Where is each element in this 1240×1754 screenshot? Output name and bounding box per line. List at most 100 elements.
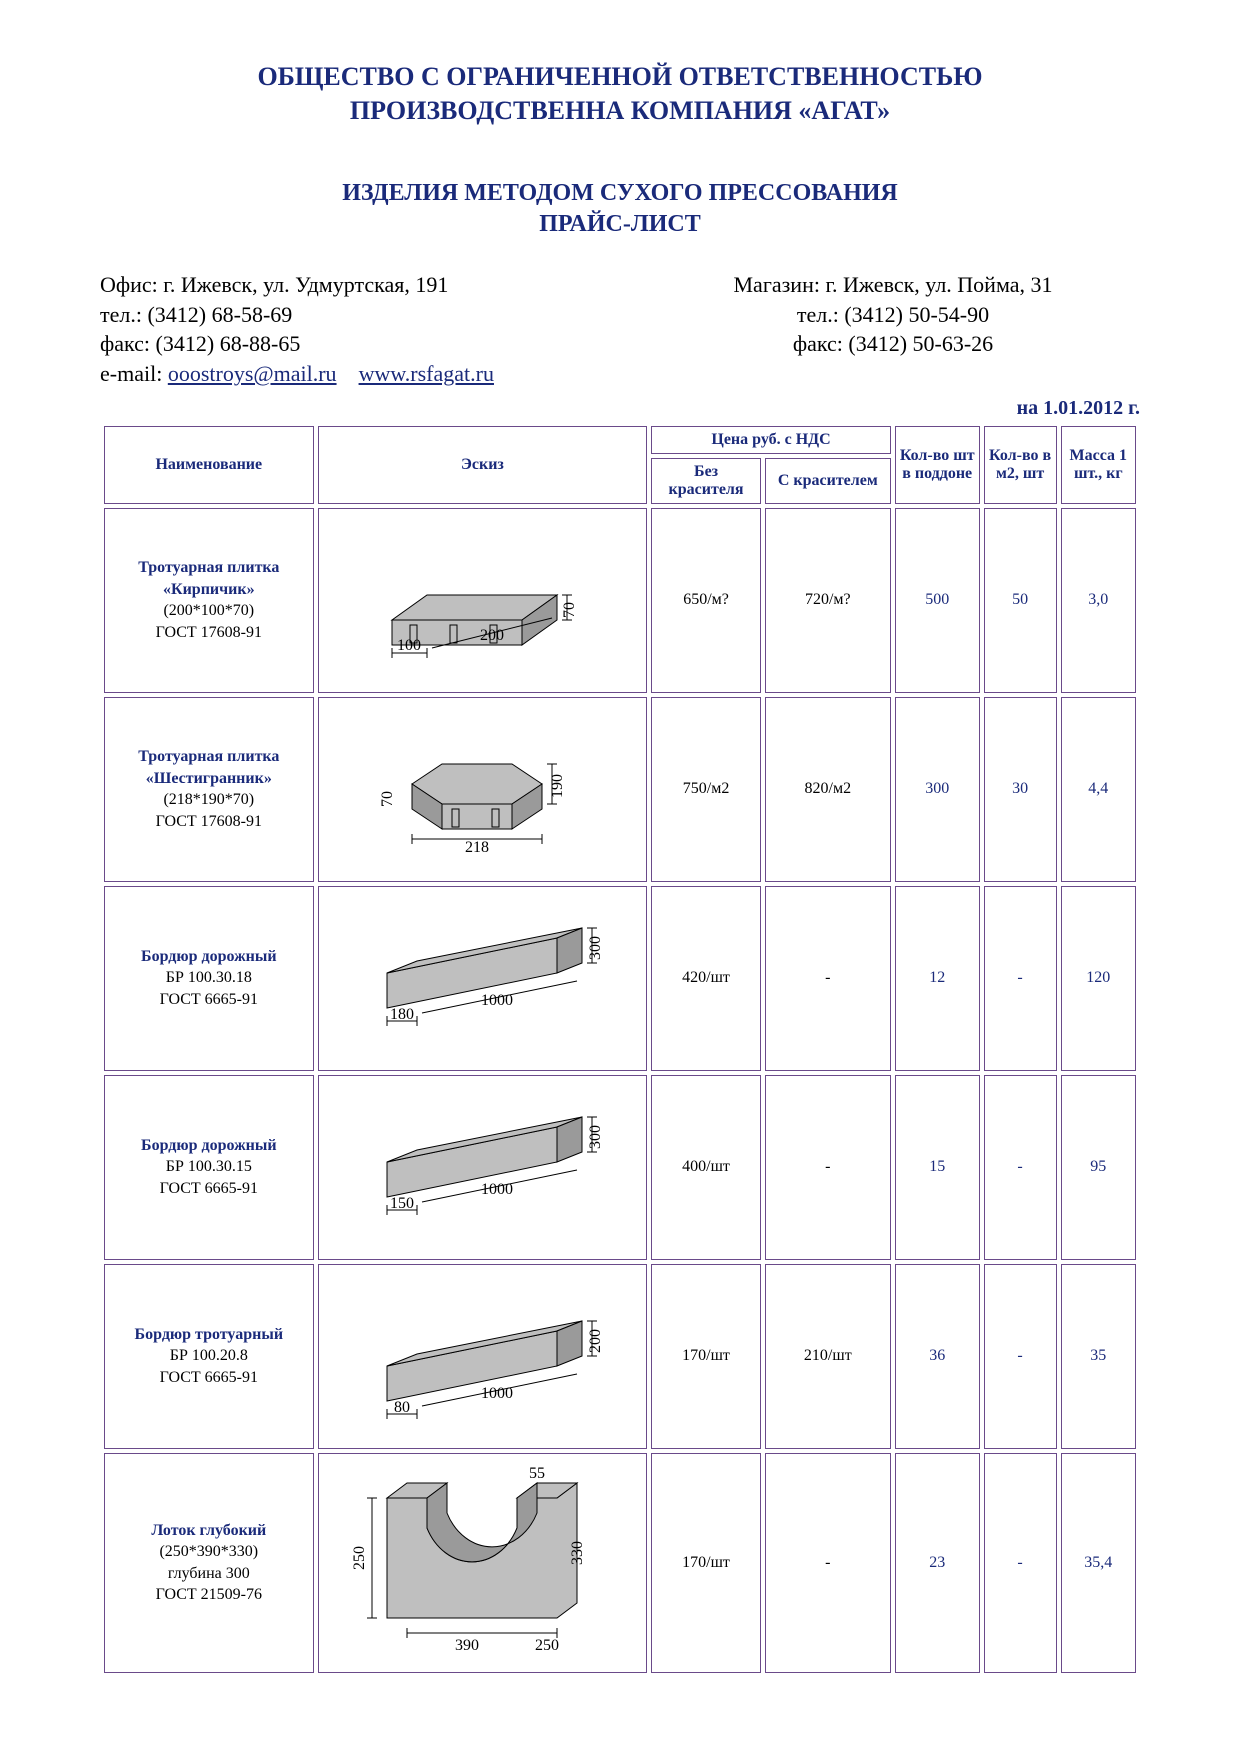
svg-text:1000: 1000 xyxy=(481,1385,513,1402)
cell-qty-pallet: 15 xyxy=(895,1075,980,1260)
cell-qty-pallet: 12 xyxy=(895,886,980,1071)
svg-text:180: 180 xyxy=(390,1006,414,1023)
page: ОБЩЕСТВО С ОГРАНИЧЕННОЙ ОТВЕТСТВЕННОСТЬЮ… xyxy=(0,0,1240,1737)
cell-name: Тротуарная плитка «Кирпичик» (200*100*70… xyxy=(104,508,314,693)
table-row: Бордюр дорожный БР 100.30.18ГОСТ 6665-91… xyxy=(104,886,1136,1071)
product-name: Тротуарная плитка «Кирпичик» xyxy=(138,559,279,598)
cell-qty-m2: - xyxy=(984,1264,1057,1449)
cell-price-no-dye: 170/шт xyxy=(651,1264,761,1449)
th-qty-pallet: Кол-во шт в поддоне xyxy=(895,426,980,504)
cell-price-with-dye: - xyxy=(765,1075,891,1260)
svg-text:390: 390 xyxy=(455,1637,479,1654)
cell-sketch: 80 1000 200 xyxy=(318,1264,648,1449)
cell-mass: 35 xyxy=(1061,1264,1136,1449)
shop-addr: Магазин: г. Ижевск, ул. Пойма, 31 xyxy=(646,270,1140,300)
cell-sketch: 100 200 70 xyxy=(318,508,648,693)
svg-text:1000: 1000 xyxy=(481,992,513,1009)
cell-price-with-dye: 210/шт xyxy=(765,1264,891,1449)
shop-tel: тел.: (3412) 50-54-90 xyxy=(646,300,1140,330)
doc-title: ИЗДЕЛИЯ МЕТОДОМ СУХОГО ПРЕССОВАНИЯ ПРАЙС… xyxy=(100,178,1140,240)
cell-qty-pallet: 500 xyxy=(895,508,980,693)
price-table: Наименование Эскиз Цена руб. с НДС Кол-в… xyxy=(100,422,1140,1677)
svg-text:250: 250 xyxy=(535,1637,559,1654)
cell-qty-m2: - xyxy=(984,1453,1057,1673)
cell-mass: 120 xyxy=(1061,886,1136,1071)
cell-price-with-dye: - xyxy=(765,1453,891,1673)
table-row: Тротуарная плитка «Кирпичик» (200*100*70… xyxy=(104,508,1136,693)
cell-qty-m2: - xyxy=(984,1075,1057,1260)
cell-sketch: 250 330 390 250 55 xyxy=(318,1453,648,1673)
product-name: Лоток глубокий xyxy=(151,1522,266,1539)
svg-text:200: 200 xyxy=(480,627,504,644)
svg-text:150: 150 xyxy=(390,1195,414,1212)
email-label: e-mail: xyxy=(100,361,168,386)
product-name: Тротуарная плитка «Шестигранник» xyxy=(138,748,279,787)
office-fax: факс: (3412) 68-88-65 xyxy=(100,329,646,359)
company-line1: ОБЩЕСТВО С ОГРАНИЧЕННОЙ ОТВЕТСТВЕННОСТЬЮ xyxy=(257,62,982,91)
svg-text:1000: 1000 xyxy=(481,1181,513,1198)
cell-name: Бордюр дорожный БР 100.30.18ГОСТ 6665-91 xyxy=(104,886,314,1071)
doc-line1: ИЗДЕЛИЯ МЕТОДОМ СУХОГО ПРЕССОВАНИЯ xyxy=(342,180,898,206)
th-mass: Масса 1 шт., кг xyxy=(1061,426,1136,504)
svg-text:70: 70 xyxy=(379,791,396,807)
company-title: ОБЩЕСТВО С ОГРАНИЧЕННОЙ ОТВЕТСТВЕННОСТЬЮ… xyxy=(100,60,1140,128)
cell-mass: 3,0 xyxy=(1061,508,1136,693)
cell-mass: 95 xyxy=(1061,1075,1136,1260)
th-name: Наименование xyxy=(104,426,314,504)
th-sketch: Эскиз xyxy=(318,426,648,504)
svg-text:200: 200 xyxy=(587,1329,604,1353)
product-name: Бордюр дорожный xyxy=(141,1137,277,1154)
date-line: на 1.01.2012 г. xyxy=(100,397,1140,420)
cell-price-no-dye: 420/шт xyxy=(651,886,761,1071)
svg-text:300: 300 xyxy=(587,936,604,960)
table-row: Лоток глубокий (250*390*330)глубина 300Г… xyxy=(104,1453,1136,1673)
site-link[interactable]: www.rsfagat.ru xyxy=(359,361,494,386)
cell-name: Бордюр дорожный БР 100.30.15ГОСТ 6665-91 xyxy=(104,1075,314,1260)
th-price-with-dye: С красителем xyxy=(765,458,891,504)
office-tel: тел.: (3412) 68-58-69 xyxy=(100,300,646,330)
th-price-no-dye: Без красителя xyxy=(651,458,761,504)
cell-name: Тротуарная плитка «Шестигранник» (218*19… xyxy=(104,697,314,882)
cell-qty-m2: 30 xyxy=(984,697,1057,882)
table-row: Бордюр дорожный БР 100.30.15ГОСТ 6665-91… xyxy=(104,1075,1136,1260)
table-row: Бордюр тротуарный БР 100.20.8ГОСТ 6665-9… xyxy=(104,1264,1136,1449)
product-spec: БР 100.30.15ГОСТ 6665-91 xyxy=(160,1158,258,1197)
svg-text:250: 250 xyxy=(351,1546,368,1570)
office-addr: Офис: г. Ижевск, ул. Удмуртская, 191 xyxy=(100,270,646,300)
cell-price-with-dye: 820/м2 xyxy=(765,697,891,882)
contacts-office: Офис: г. Ижевск, ул. Удмуртская, 191 тел… xyxy=(100,270,646,389)
cell-price-no-dye: 400/шт xyxy=(651,1075,761,1260)
contacts-shop: Магазин: г. Ижевск, ул. Пойма, 31 тел.: … xyxy=(646,270,1140,389)
contacts: Офис: г. Ижевск, ул. Удмуртская, 191 тел… xyxy=(100,270,1140,389)
svg-text:70: 70 xyxy=(561,602,578,618)
product-spec: (218*190*70)ГОСТ 17608-91 xyxy=(156,791,262,830)
svg-text:330: 330 xyxy=(569,1541,586,1565)
svg-text:300: 300 xyxy=(587,1125,604,1149)
svg-text:100: 100 xyxy=(397,637,421,654)
cell-qty-m2: 50 xyxy=(984,508,1057,693)
cell-price-with-dye: 720/м? xyxy=(765,508,891,693)
table-body: Тротуарная плитка «Кирпичик» (200*100*70… xyxy=(104,508,1136,1673)
svg-text:190: 190 xyxy=(549,774,566,798)
svg-text:80: 80 xyxy=(394,1399,410,1416)
product-spec: БР 100.30.18ГОСТ 6665-91 xyxy=(160,969,258,1008)
svg-text:218: 218 xyxy=(465,839,489,854)
cell-price-no-dye: 170/шт xyxy=(651,1453,761,1673)
cell-qty-pallet: 23 xyxy=(895,1453,980,1673)
cell-sketch: 180 1000 300 xyxy=(318,886,648,1071)
cell-qty-pallet: 300 xyxy=(895,697,980,882)
svg-text:55: 55 xyxy=(529,1465,545,1482)
product-name: Бордюр тротуарный xyxy=(135,1326,284,1343)
th-qty-m2: Кол-во в м2, шт xyxy=(984,426,1057,504)
email-link[interactable]: ooostroys@mail.ru xyxy=(168,361,337,386)
cell-qty-pallet: 36 xyxy=(895,1264,980,1449)
cell-sketch: 70 218 190 xyxy=(318,697,648,882)
cell-price-no-dye: 750/м2 xyxy=(651,697,761,882)
cell-sketch: 150 1000 300 xyxy=(318,1075,648,1260)
shop-fax: факс: (3412) 50-63-26 xyxy=(646,329,1140,359)
cell-name: Лоток глубокий (250*390*330)глубина 300Г… xyxy=(104,1453,314,1673)
product-name: Бордюр дорожный xyxy=(141,948,277,965)
cell-name: Бордюр тротуарный БР 100.20.8ГОСТ 6665-9… xyxy=(104,1264,314,1449)
product-spec: (200*100*70)ГОСТ 17608-91 xyxy=(156,602,262,641)
cell-price-with-dye: - xyxy=(765,886,891,1071)
